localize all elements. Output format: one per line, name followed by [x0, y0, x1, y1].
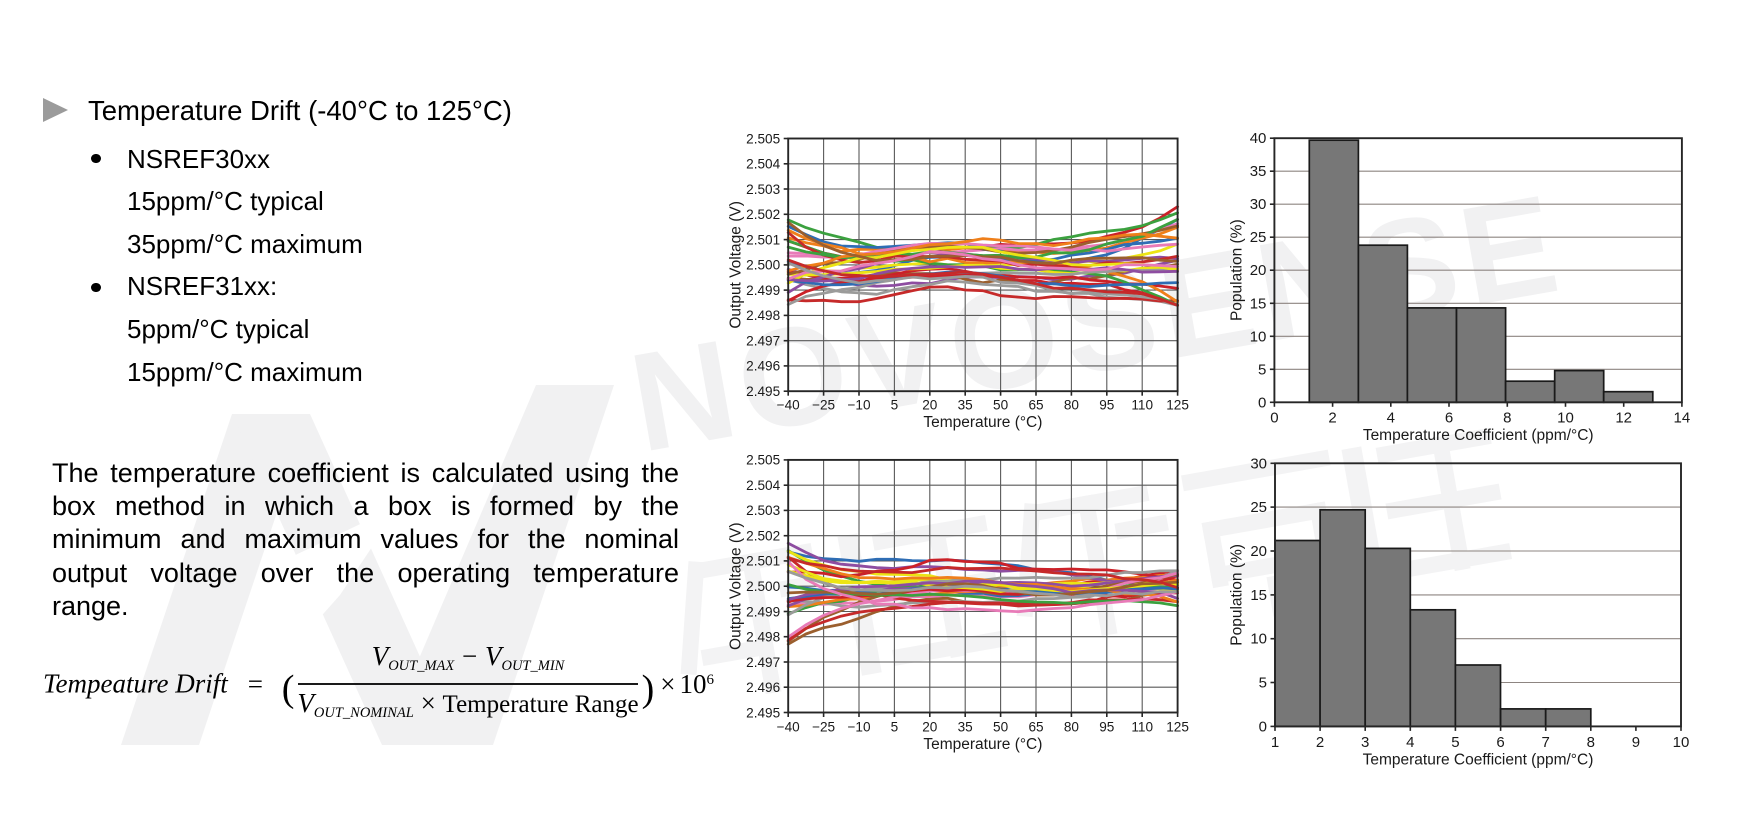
svg-text:0: 0 [1259, 718, 1267, 735]
svg-text:2.501: 2.501 [746, 232, 780, 247]
svg-text:15: 15 [1250, 587, 1267, 604]
svg-text:10: 10 [1673, 734, 1690, 751]
svg-text:2.495: 2.495 [746, 384, 780, 399]
svg-text:2.500: 2.500 [746, 579, 780, 594]
svg-text:2.505: 2.505 [746, 131, 780, 146]
svg-text:80: 80 [1064, 397, 1080, 412]
svg-text:0: 0 [1270, 410, 1278, 427]
svg-text:6: 6 [1445, 410, 1453, 427]
svg-text:20: 20 [1250, 262, 1267, 279]
svg-text:−40: −40 [777, 719, 800, 734]
svg-text:8: 8 [1587, 734, 1595, 751]
svg-text:14: 14 [1674, 410, 1691, 427]
svg-text:35: 35 [958, 719, 973, 734]
svg-text:Output Voltage (V): Output Voltage (V) [728, 522, 745, 650]
svg-text:2.499: 2.499 [746, 283, 780, 298]
svg-text:2.500: 2.500 [746, 258, 780, 273]
svg-text:2.497: 2.497 [746, 655, 780, 670]
svg-text:2: 2 [1328, 410, 1336, 427]
svg-text:65: 65 [1028, 719, 1043, 734]
svg-text:5: 5 [1259, 675, 1267, 692]
svg-text:−25: −25 [812, 719, 835, 734]
svg-text:10: 10 [1557, 410, 1574, 427]
svg-text:2.499: 2.499 [746, 604, 780, 619]
svg-text:80: 80 [1064, 719, 1080, 734]
svg-text:Output Voltage (V): Output Voltage (V) [728, 201, 745, 329]
svg-text:Temperature (°C): Temperature (°C) [923, 414, 1042, 431]
svg-text:10: 10 [1250, 328, 1267, 345]
svg-text:8: 8 [1503, 410, 1511, 427]
svg-text:12: 12 [1615, 410, 1632, 427]
svg-text:95: 95 [1099, 397, 1114, 412]
svg-text:10: 10 [1250, 631, 1267, 648]
svg-text:2.498: 2.498 [746, 308, 780, 323]
svg-text:−25: −25 [812, 397, 835, 412]
svg-text:2.505: 2.505 [746, 453, 780, 468]
svg-text:2.495: 2.495 [746, 705, 780, 720]
svg-text:1: 1 [1271, 734, 1279, 751]
svg-text:2.502: 2.502 [746, 529, 780, 544]
svg-text:Population (%): Population (%) [1229, 219, 1246, 321]
svg-text:20: 20 [922, 719, 938, 734]
svg-text:35: 35 [1250, 163, 1267, 180]
svg-text:4: 4 [1387, 410, 1395, 427]
svg-text:Temperature Coefficient (ppm/°: Temperature Coefficient (ppm/°C) [1363, 427, 1594, 444]
svg-text:110: 110 [1131, 719, 1153, 734]
svg-text:Temperature Coefficient (ppm/°: Temperature Coefficient (ppm/°C) [1363, 751, 1594, 768]
svg-text:2.503: 2.503 [746, 182, 780, 197]
svg-text:40: 40 [1250, 130, 1267, 147]
svg-text:2.504: 2.504 [746, 157, 780, 172]
svg-text:2.501: 2.501 [746, 554, 780, 569]
svg-text:110: 110 [1131, 397, 1153, 412]
svg-text:−40: −40 [777, 397, 800, 412]
svg-text:2.496: 2.496 [746, 359, 780, 374]
svg-text:125: 125 [1166, 397, 1189, 412]
svg-text:15: 15 [1250, 295, 1267, 312]
svg-text:−10: −10 [847, 719, 870, 734]
svg-text:Temperature (°C): Temperature (°C) [923, 736, 1042, 753]
svg-text:2: 2 [1316, 734, 1324, 751]
svg-text:Population (%): Population (%) [1229, 544, 1246, 646]
svg-text:5: 5 [891, 397, 899, 412]
svg-text:9: 9 [1632, 734, 1640, 751]
svg-text:50: 50 [993, 397, 1009, 412]
svg-text:3: 3 [1361, 734, 1369, 751]
svg-text:35: 35 [958, 397, 973, 412]
svg-text:95: 95 [1099, 719, 1114, 734]
svg-text:−10: −10 [847, 397, 870, 412]
svg-text:2.497: 2.497 [746, 334, 780, 349]
svg-text:65: 65 [1028, 397, 1043, 412]
svg-text:6: 6 [1496, 734, 1504, 751]
svg-text:2.503: 2.503 [746, 503, 780, 518]
svg-text:2.498: 2.498 [746, 630, 780, 645]
svg-text:5: 5 [1258, 361, 1266, 378]
svg-text:7: 7 [1542, 734, 1550, 751]
svg-text:25: 25 [1250, 499, 1267, 516]
svg-text:125: 125 [1166, 719, 1189, 734]
svg-text:5: 5 [1451, 734, 1459, 751]
svg-text:30: 30 [1250, 455, 1267, 472]
svg-text:2.502: 2.502 [746, 207, 780, 222]
svg-text:50: 50 [993, 719, 1009, 734]
svg-text:2.496: 2.496 [746, 680, 780, 695]
svg-text:2.504: 2.504 [746, 478, 780, 493]
svg-text:30: 30 [1250, 196, 1267, 213]
svg-text:0: 0 [1258, 394, 1266, 411]
svg-text:20: 20 [1250, 543, 1267, 560]
svg-text:4: 4 [1406, 734, 1414, 751]
svg-text:20: 20 [922, 397, 938, 412]
svg-text:25: 25 [1250, 229, 1267, 246]
svg-text:5: 5 [891, 719, 899, 734]
